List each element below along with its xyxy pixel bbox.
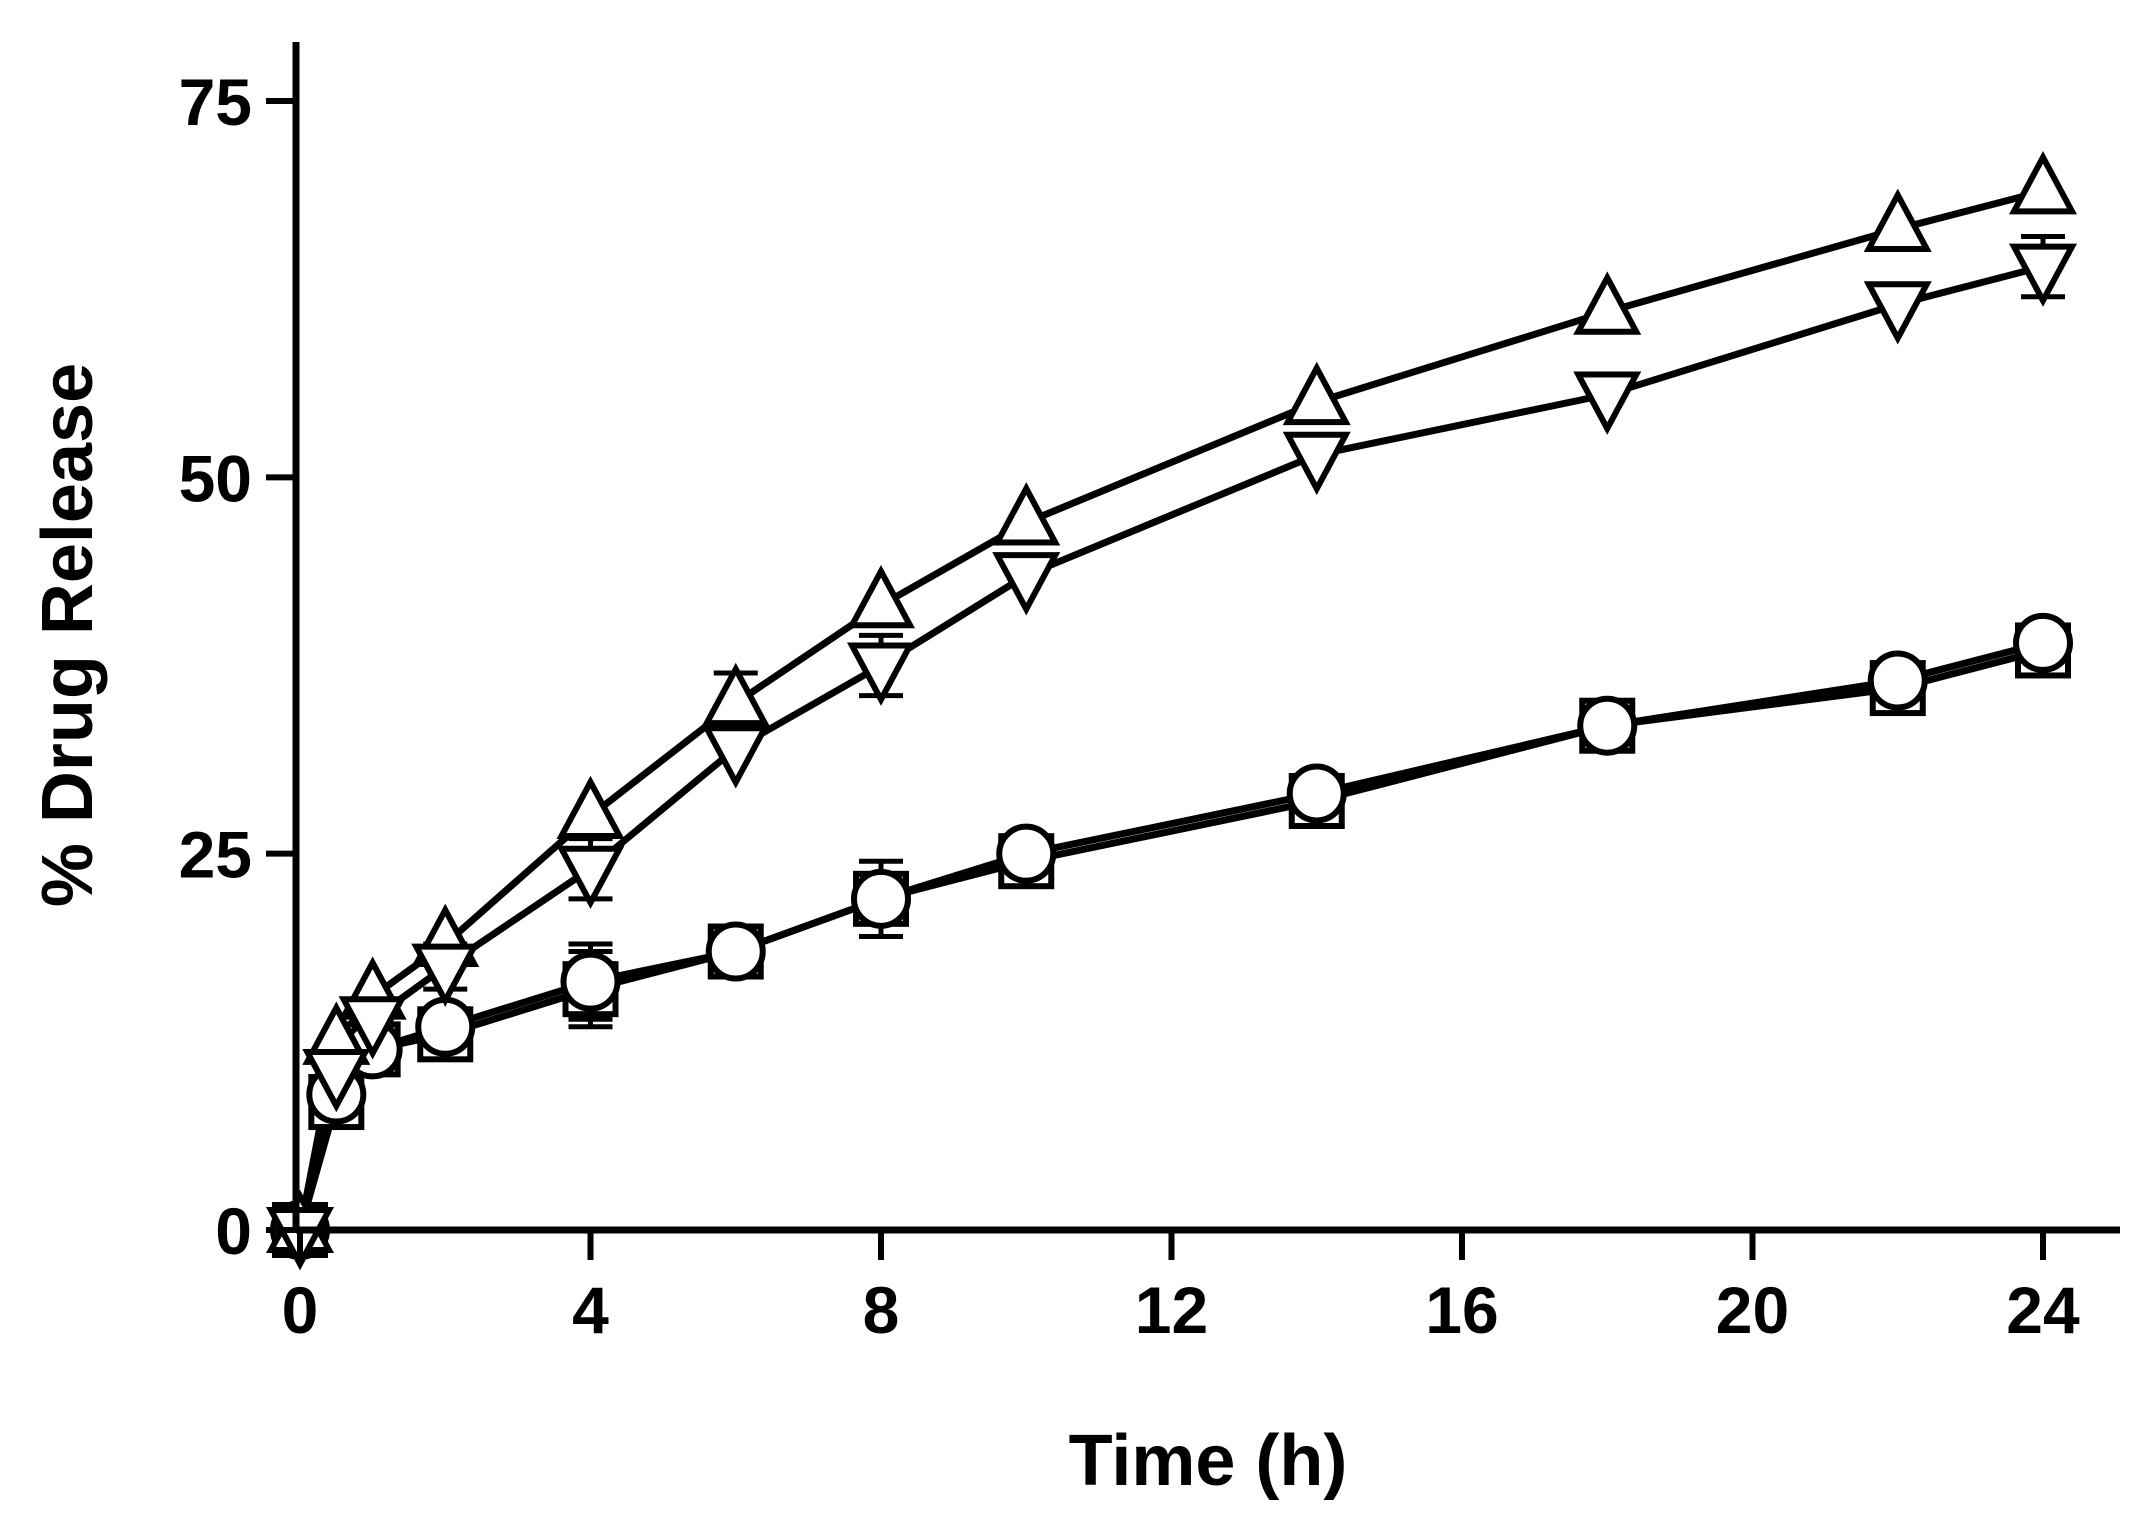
marker-triangle-down	[411, 943, 480, 1007]
marker-triangle-up	[556, 775, 625, 840]
series-line-triangle-down	[296, 263, 2044, 1231]
marker-triangle-down	[846, 642, 916, 706]
y-tick-label: 50	[179, 441, 252, 515]
marker-triangle-down	[1282, 431, 1351, 496]
y-tick-label: 75	[179, 65, 252, 139]
marker-circle	[851, 868, 911, 929]
marker-triangle-down	[992, 552, 1061, 616]
tick-marks	[266, 98, 2046, 1260]
marker-circle	[415, 996, 476, 1057]
axes	[292, 42, 2120, 1234]
x-tick-label: 8	[863, 1273, 900, 1347]
series-line-circle	[296, 639, 2044, 1231]
marker-circle	[1286, 763, 1347, 824]
x-tick-label: 20	[1716, 1273, 1789, 1347]
x-tick-label: 16	[1425, 1273, 1498, 1347]
marker-triangle-up	[1573, 271, 1642, 335]
tick-labels: 0 4 8 12 16 20 24 0 25 50 75	[179, 65, 2080, 1347]
marker-triangle-up	[846, 564, 916, 629]
marker-triangle-up	[2008, 150, 2078, 215]
marker-circle	[560, 951, 621, 1012]
y-tick-label: 0	[215, 1194, 252, 1268]
marker-circle	[1867, 650, 1928, 711]
y-tick-label: 25	[179, 818, 252, 892]
marker-triangle-down	[1573, 371, 1642, 435]
marker-circle	[1577, 695, 1638, 756]
y-axis-title: % Drug Release	[28, 363, 108, 907]
marker-triangle-up	[1282, 361, 1351, 426]
marker-circle	[2013, 612, 2073, 673]
x-tick-label: 24	[2006, 1273, 2080, 1347]
marker-triangle-down	[1863, 281, 1932, 345]
marker-circle	[705, 921, 766, 982]
marker-triangle-up	[992, 482, 1061, 546]
x-tick-label: 4	[572, 1273, 609, 1347]
series-line-square	[296, 647, 2044, 1231]
marker-triangle-down	[701, 725, 770, 789]
series-lines	[296, 187, 2044, 1231]
x-tick-label: 12	[1135, 1273, 1208, 1347]
marker-triangle-up	[1863, 188, 1932, 252]
marker-circle	[996, 823, 1057, 884]
marker-triangle-down	[338, 996, 407, 1060]
marker-triangle-down	[556, 845, 625, 910]
data-markers	[265, 150, 2078, 1271]
marker-triangle-up	[701, 662, 770, 727]
series-line-triangle-up	[296, 187, 2044, 1231]
marker-triangle-down	[302, 1048, 371, 1113]
error-bars	[423, 233, 2065, 1030]
x-axis-title: Time (h)	[1069, 1421, 1348, 1501]
marker-triangle-down	[2008, 243, 2078, 307]
x-tick-label: 0	[282, 1273, 319, 1347]
